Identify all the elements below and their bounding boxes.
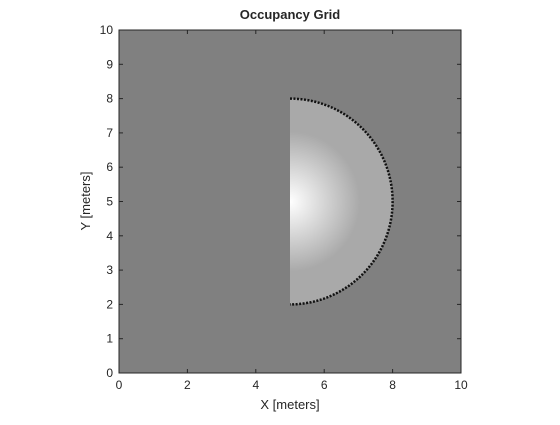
- x-tick-label: 6: [321, 378, 328, 392]
- y-tick-label: 10: [100, 23, 114, 37]
- y-tick-label: 0: [106, 366, 113, 380]
- occupied-boundary: [289, 97, 394, 306]
- y-tick-label: 1: [106, 332, 113, 346]
- y-tick-label: 3: [106, 263, 113, 277]
- y-tick-label: 6: [106, 160, 113, 174]
- y-tick-label: 9: [106, 57, 113, 71]
- x-tick-label: 10: [454, 378, 468, 392]
- x-tick-label: 0: [116, 378, 123, 392]
- y-tick-label: 4: [106, 229, 113, 243]
- chart-title: Occupancy Grid: [240, 7, 340, 22]
- y-tick-label: 2: [106, 297, 113, 311]
- x-tick-label: 2: [184, 378, 191, 392]
- free-region-glow: [290, 98, 393, 305]
- y-axis-label: Y [meters]: [78, 171, 93, 230]
- x-axis-label: X [meters]: [260, 397, 319, 412]
- x-tick-label: 4: [252, 378, 259, 392]
- x-tick-label: 8: [389, 378, 396, 392]
- y-tick-label: 7: [106, 126, 113, 140]
- y-tick-label: 5: [106, 195, 113, 209]
- y-tick-label: 8: [106, 92, 113, 106]
